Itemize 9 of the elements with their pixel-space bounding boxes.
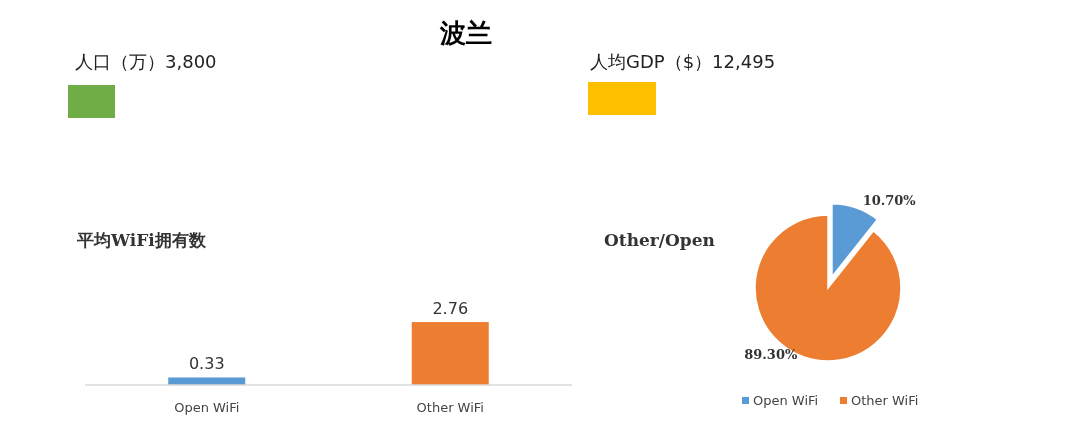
text: 人均GDP（$）12,495 (590, 51, 776, 72)
text: 波兰 (439, 18, 492, 48)
data-label: 0.33 (188, 354, 225, 374)
data-label: 2.76 (432, 299, 469, 319)
chart-title: 平均WiFi拥有数 (76, 230, 207, 250)
data-label: 10.70% (862, 193, 917, 209)
data-label: 89.30% (744, 346, 798, 362)
text: 人口（万）3,800 (75, 51, 217, 72)
text: Other/Open (604, 230, 715, 250)
